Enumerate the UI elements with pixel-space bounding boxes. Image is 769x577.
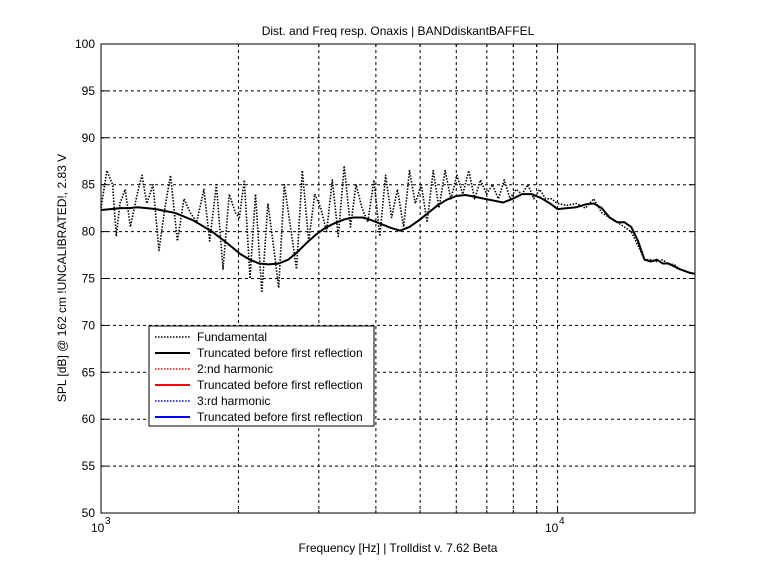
- y-tick-label: 60: [82, 412, 96, 426]
- y-tick-label: 90: [82, 131, 96, 145]
- legend-box: [148, 325, 375, 427]
- legend-label: 3:rd harmonic: [197, 394, 270, 408]
- series-group: [100, 165, 696, 294]
- legend-label: Fundamental: [197, 330, 267, 344]
- legend-label: Truncated before first reflection: [197, 410, 363, 424]
- y-tick-label: 95: [82, 84, 96, 98]
- y-tick-label: 80: [82, 225, 96, 239]
- x-tick-exponent: 3: [105, 516, 111, 527]
- series-line-1: [100, 165, 696, 294]
- y-axis-label: SPL [dB] @ 162 cm !UNCALIBRATED!, 2.83 V: [55, 154, 69, 402]
- x-tick-label-10000: 10 4: [545, 516, 565, 535]
- y-tick-label: 70: [82, 318, 96, 332]
- x-tick-exponent: 4: [559, 516, 565, 527]
- grid: [101, 44, 695, 513]
- legend-items: Fundamental Truncated before first reflec…: [155, 330, 363, 424]
- y-tick-labels: 50 55 60 65 70 75 80 85 90 95 100: [75, 37, 95, 520]
- y-tick-label: 65: [82, 365, 96, 379]
- x-tick-base: 10: [91, 521, 105, 535]
- y-tick-label: 50: [82, 506, 96, 520]
- y-tick-label: 85: [82, 178, 96, 192]
- ticks: [101, 43, 695, 514]
- x-tick-base: 10: [545, 521, 559, 535]
- y-tick-label: 100: [75, 37, 95, 51]
- series-line-2: [100, 193, 696, 275]
- legend: Fundamental Truncated before first reflec…: [148, 325, 375, 427]
- legend-label: Truncated before first reflection: [197, 346, 363, 360]
- legend-label: Truncated before first reflection: [197, 378, 363, 392]
- x-axis-label: Frequency [Hz] | Trolldist v. 7.62 Beta: [299, 541, 498, 555]
- x-tick-label-1000: 10 3: [91, 516, 111, 535]
- chart-title: Dist. and Freq resp. Onaxis | BANDdiskan…: [262, 24, 535, 38]
- y-tick-label: 75: [82, 272, 96, 286]
- legend-label: 2:nd harmonic: [197, 362, 273, 376]
- y-tick-label: 55: [82, 459, 96, 473]
